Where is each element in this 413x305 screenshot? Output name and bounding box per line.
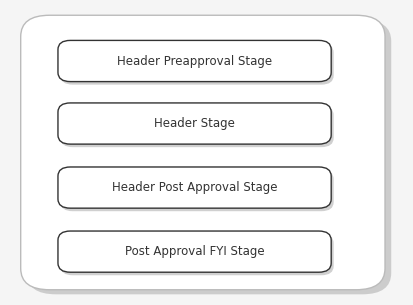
FancyBboxPatch shape bbox=[58, 231, 330, 272]
FancyBboxPatch shape bbox=[21, 15, 384, 290]
FancyBboxPatch shape bbox=[60, 43, 333, 84]
Text: Header Preapproval Stage: Header Preapproval Stage bbox=[117, 55, 271, 67]
Text: Post Approval FYI Stage: Post Approval FYI Stage bbox=[124, 245, 264, 258]
FancyBboxPatch shape bbox=[58, 103, 330, 144]
FancyBboxPatch shape bbox=[27, 20, 390, 294]
Text: Header Stage: Header Stage bbox=[154, 117, 235, 130]
Text: Header Post Approval Stage: Header Post Approval Stage bbox=[112, 181, 277, 194]
FancyBboxPatch shape bbox=[60, 106, 333, 147]
FancyBboxPatch shape bbox=[60, 170, 333, 211]
FancyBboxPatch shape bbox=[58, 167, 330, 208]
FancyBboxPatch shape bbox=[58, 40, 330, 81]
FancyBboxPatch shape bbox=[60, 234, 333, 275]
